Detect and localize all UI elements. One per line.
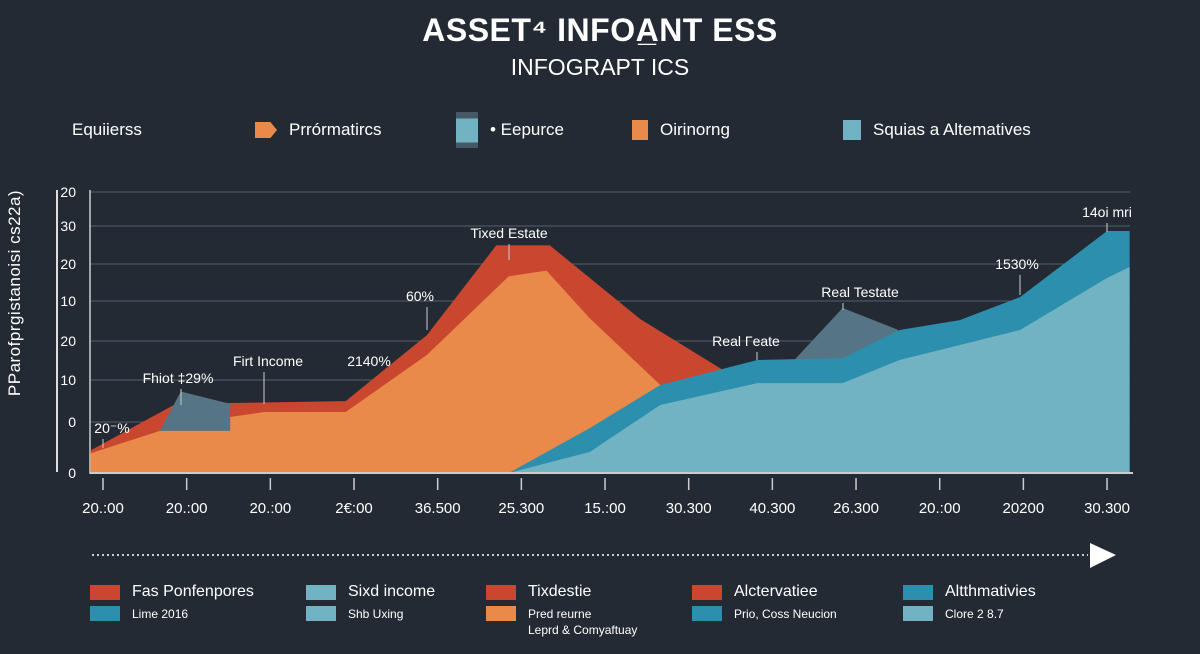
series-area-5 — [508, 267, 1130, 473]
y-tick-label: 0 — [68, 414, 76, 430]
legend-swatch-icon — [90, 584, 120, 600]
legend-label: Fas Ponfenpores — [132, 583, 254, 600]
annotation-label: 14oi mri — [1082, 204, 1132, 220]
legend-label: Sixd income — [348, 583, 436, 600]
series-area-2 — [159, 391, 231, 431]
legend-label: Altthmativies — [945, 583, 1036, 600]
legend-item: Sixd income — [306, 583, 435, 601]
x-tick-label: 20200 — [1003, 500, 1045, 517]
series-area-1 — [90, 270, 760, 473]
x-tick-label: 26.300 — [833, 500, 879, 517]
legend-item: Altthmativies — [903, 583, 1036, 601]
y-tick-label: 20 — [60, 333, 76, 349]
top-legend-item: Squias a Altematives — [843, 120, 1031, 140]
legend-swatch-icon — [306, 584, 336, 600]
legend-label: Tixdestie — [528, 583, 592, 600]
x-tick-label: 2€:00 — [335, 500, 373, 517]
legend-swatch-icon — [306, 606, 336, 621]
y-tick-label: 10 — [60, 372, 76, 388]
legend-label: Shb Uxing — [348, 606, 404, 621]
legend-item: Tixdestie — [486, 583, 591, 601]
legend-label: Pred reurne — [528, 606, 592, 621]
legend-item: Fas Ponfenpores — [90, 583, 254, 601]
legend-item: Pred reurne — [486, 606, 591, 621]
legend-swatch-icon — [486, 606, 516, 621]
legend-item: Lime 2016 — [90, 606, 188, 621]
legend-swatch-icon — [903, 606, 933, 621]
legend-label: Oirinorng — [660, 120, 730, 139]
annotation-label: Real Γeate — [712, 333, 780, 349]
chart-subtitle: INFOGRAPT ICS — [510, 54, 690, 80]
y-tick-label: 10 — [60, 293, 76, 309]
legend-item: Shb Uxing — [306, 606, 403, 621]
annotation-label: Firt Income — [233, 353, 303, 369]
legend-swatch-icon — [692, 606, 722, 621]
legend-swatch-icon — [843, 120, 861, 140]
legend-label: Lime 2016 — [132, 606, 189, 621]
x-tick-label: 20.:00 — [919, 500, 961, 517]
top-legend-item: • Eepurce — [456, 112, 564, 148]
annotation-label: 2140% — [347, 353, 391, 369]
annotation-label: 20⁻% — [94, 420, 129, 436]
legend-label: Squias a Altematives — [873, 120, 1031, 139]
x-tick-label: 40.300 — [749, 500, 795, 517]
y-tick-label: 20 — [60, 256, 76, 272]
y-tick-label: 0 — [68, 465, 76, 481]
legend-item: Leprd & Comyaftuay — [486, 623, 637, 637]
legend-swatch-icon — [255, 122, 277, 138]
top-legend-item: Prrórmatircs — [255, 120, 382, 140]
legend-swatch-icon — [456, 112, 478, 148]
x-tick-label: 36.500 — [415, 500, 461, 517]
x-tick-label: 15.:00 — [584, 500, 626, 517]
legend-label: Prio, Coss Neucion — [734, 606, 837, 621]
legend-swatch-icon — [486, 584, 516, 600]
legend-label: Alctervatiee — [734, 583, 818, 600]
legend-swatch-icon — [90, 606, 120, 621]
legend-item: Clore 2 8.7 — [903, 606, 1004, 621]
annotation-label: 60% — [406, 288, 434, 304]
annotation-label: 1530% — [995, 256, 1039, 272]
legend-label: Equiierss — [72, 120, 142, 139]
y-tick-label: 30 — [60, 218, 76, 234]
annotation-label: Fhiot ‡29% — [143, 370, 214, 386]
legend-label: Leprd & Comyaftuay — [528, 623, 638, 637]
top-legend-item: Equiierss — [72, 120, 142, 140]
legend-label: Prrórmatircs — [289, 120, 382, 139]
x-tick-label: 20.:00 — [166, 500, 208, 517]
legend-item: Prio, Coss Neucion — [692, 606, 837, 621]
x-tick-label: 20.:00 — [82, 500, 124, 517]
annotation-label: Real Testate — [821, 284, 899, 300]
timeline-arrow-icon — [1090, 543, 1116, 568]
top-legend-item: Oirinorng — [632, 120, 730, 140]
legend-label: • Eepurce — [490, 120, 564, 139]
legend-swatch-icon — [903, 584, 933, 600]
x-tick-label: 30.300 — [666, 500, 712, 517]
legend-swatch-icon — [632, 120, 648, 140]
y-tick-label: 20 — [60, 184, 76, 200]
chart-title: ASSET⁴ INFOA̲NT ESS — [422, 12, 778, 48]
x-tick-label: 25.300 — [498, 500, 544, 517]
x-tick-label: 20.:00 — [249, 500, 291, 517]
x-tick-label: 30.300 — [1084, 500, 1130, 517]
annotation-label: Tixed Estate — [470, 225, 548, 241]
legend-item: Alctervatiee — [692, 583, 818, 601]
legend-label: Clore 2 8.7 — [945, 606, 1004, 621]
legend-swatch-icon — [692, 584, 722, 600]
